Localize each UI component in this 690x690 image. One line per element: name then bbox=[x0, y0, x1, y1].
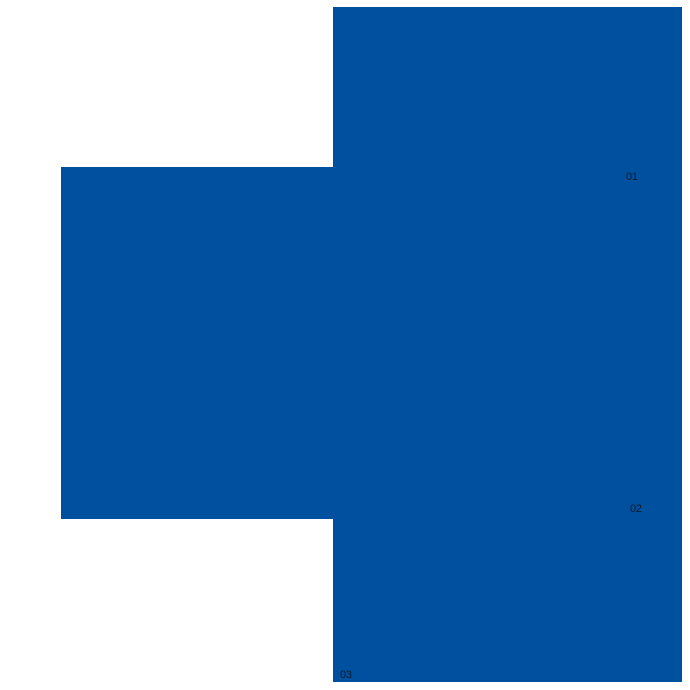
marker-label-01: 01 bbox=[626, 171, 638, 183]
marker-label-02: 02 bbox=[630, 503, 642, 515]
marker-label-03: 03 bbox=[340, 669, 352, 681]
horizontal-block bbox=[61, 167, 333, 519]
vertical-block bbox=[333, 7, 682, 682]
